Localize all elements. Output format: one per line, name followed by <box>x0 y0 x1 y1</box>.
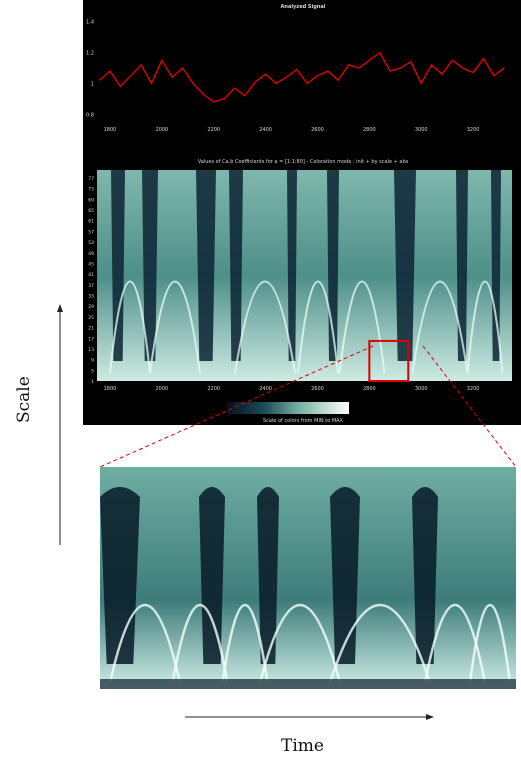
zoom-dark-band <box>257 487 279 664</box>
heatmap-dark-band <box>287 170 297 361</box>
heatmap-y-tick-label: 73 <box>88 187 94 193</box>
zoom-dark-band <box>100 487 140 664</box>
heatmap-dark-band <box>394 170 416 361</box>
heatmap-y-tick-label: 21 <box>88 326 94 332</box>
colorbar <box>227 402 349 414</box>
heatmap-dark-band <box>456 170 468 361</box>
heatmap-bright-arch <box>297 280 339 374</box>
heatmap-dark-band <box>196 170 216 361</box>
heatmap-x-tick-label: 2200 <box>207 386 220 392</box>
signal-x-tick-label: 3200 <box>467 127 480 133</box>
heatmap-y-tick-label: 65 <box>88 208 94 214</box>
zoom-dark-band <box>330 487 360 664</box>
heatmap-y-tick-label: 57 <box>88 229 94 235</box>
signal-x-tick-label: 2600 <box>311 127 324 133</box>
signal-y-tick-label: 0.8 <box>86 112 94 118</box>
signal-series-line <box>99 51 505 103</box>
heatmap-dark-band <box>491 170 501 361</box>
zoom-bright-arch <box>423 603 487 684</box>
zoom-connector-left <box>99 345 374 468</box>
signal-x-tick-label: 2000 <box>155 127 168 133</box>
heatmap-bright-arch <box>234 280 296 374</box>
heatmap-x-tick-label: 2000 <box>155 386 168 392</box>
heatmap-y-tick-label: 29 <box>88 304 94 310</box>
signal-y-tick-label: 1.4 <box>86 20 94 26</box>
zoom-bright-arch <box>108 603 182 684</box>
heatmap-x-tick-label: 2600 <box>311 386 324 392</box>
zoom-bright-arch <box>258 603 342 684</box>
heatmap-bright-arch <box>109 280 151 374</box>
heatmap-y-tick-label: 17 <box>88 336 94 342</box>
heatmap-y-tick-label: 41 <box>88 272 94 278</box>
time-axis-label: Time <box>281 736 324 756</box>
signal-x-tick-label: 2200 <box>207 127 220 133</box>
heatmap-y-tick-label: 77 <box>88 176 94 182</box>
heatmap-y-tick-label: 37 <box>88 283 94 289</box>
heatmap-y-tick-label: 33 <box>88 294 94 300</box>
colorbar-label: Scale of colors from MIN to MAX <box>262 418 344 424</box>
heatmap-y-tick-label: 9 <box>91 358 94 364</box>
signal-y-tick-label: 1.2 <box>86 51 94 57</box>
signal-x-tick-label: 3000 <box>415 127 428 133</box>
heatmap-y-tick-label: 53 <box>88 240 94 246</box>
scale-axis-label: Scale <box>14 376 34 423</box>
heatmap-area <box>97 170 512 381</box>
zoom-bright-arch <box>221 603 269 684</box>
scale-arrow-head <box>57 304 63 312</box>
heatmap-bright-arch <box>149 280 201 374</box>
heatmap-x-tick-label: 1800 <box>104 386 117 392</box>
heatmap-y-tick-label: 25 <box>88 315 94 321</box>
heatmap-dark-band <box>111 170 125 361</box>
zoom-bright-arch <box>468 604 512 684</box>
signal-x-tick-label: 1800 <box>104 127 117 133</box>
signal-x-tick-label: 2800 <box>363 127 376 133</box>
heatmap-y-tick-label: 45 <box>88 261 94 267</box>
zoom-dark-band <box>412 487 438 664</box>
zoom-connector-right <box>422 345 517 468</box>
zoomed-heatmap <box>100 467 516 689</box>
heatmap-dark-band <box>142 170 158 361</box>
signal-title: Analyzed Signal <box>280 4 326 10</box>
heatmap-y-tick-label: 69 <box>88 197 94 203</box>
zoom-bright-arch <box>328 603 432 684</box>
heatmap-y-tick-label: 13 <box>88 347 94 353</box>
cwt-title: Values of Ca,b Coefficients for a = [1:1… <box>197 159 409 165</box>
heatmap-y-tick-label: 61 <box>88 219 94 225</box>
heatmap-bright-arch <box>466 280 504 374</box>
signal-y-tick-label: 1 <box>91 81 94 87</box>
zoom-bright-arch <box>171 603 229 684</box>
heatmap-x-tick-label: 3000 <box>415 386 428 392</box>
signal-plot-area <box>97 14 512 122</box>
heatmap-bright-arch <box>411 280 469 374</box>
heatmap-x-tick-label: 2400 <box>259 386 272 392</box>
time-arrow-head <box>426 714 434 720</box>
heatmap-y-tick-label: 5 <box>91 368 94 374</box>
heatmap-y-tick-label: 1 <box>91 379 94 385</box>
zoom-dark-band <box>199 487 225 664</box>
heatmap-y-tick-label: 49 <box>88 251 94 257</box>
zoom-bottom-band <box>100 679 516 689</box>
heatmap-bright-arch <box>338 280 386 374</box>
heatmap-x-tick-label: 3200 <box>467 386 480 392</box>
heatmap-x-tick-label: 2800 <box>363 386 376 392</box>
zoom-highlight-box <box>368 339 410 382</box>
signal-x-tick-label: 2400 <box>259 127 272 133</box>
heatmap-dark-band <box>229 170 243 361</box>
